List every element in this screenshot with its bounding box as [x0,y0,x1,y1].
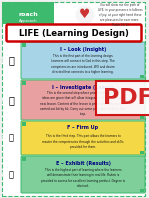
Text: PDF: PDF [103,88,149,108]
Bar [22,81,26,85]
Circle shape [3,91,20,109]
Text: F – Firm Up: F – Firm Up [67,126,98,130]
FancyBboxPatch shape [21,121,145,155]
Text: 🔍: 🔍 [8,95,14,105]
Text: E – Exhibit (Results): E – Exhibit (Results) [56,161,110,166]
Bar [140,115,144,119]
Text: 🚜: 🚜 [8,170,14,179]
Bar [22,43,26,47]
FancyBboxPatch shape [21,42,145,79]
Bar [140,150,144,154]
Bar [140,74,144,78]
Text: You will show me the path of
LIFE; in your presence is fullness
of joy; at your : You will show me the path of LIFE; in yo… [98,3,142,27]
Text: This is the third step. This part allows the learners to
master the competencies: This is the third step. This part allows… [42,134,124,148]
FancyBboxPatch shape [2,2,54,24]
Text: Approach: Approach [19,19,37,23]
FancyBboxPatch shape [21,80,145,120]
Text: 🐛: 🐛 [8,133,14,143]
Text: This is the first part of the learning design.
Learners will connect to God in t: This is the first part of the learning d… [51,54,115,74]
Text: ♥: ♥ [79,9,91,22]
FancyBboxPatch shape [7,25,142,42]
Text: roach: roach [18,12,38,17]
FancyBboxPatch shape [21,156,145,193]
Text: 🔭: 🔭 [8,55,14,66]
Bar [140,188,144,192]
Text: LIFE (Learning Design): LIFE (Learning Design) [19,29,129,37]
Bar [22,122,26,126]
Circle shape [3,166,20,183]
Circle shape [76,6,94,24]
Circle shape [3,129,20,147]
Text: I – Investigate (Learn): I – Investigate (Learn) [52,85,114,89]
Text: I – Look (Insight): I – Look (Insight) [60,47,106,51]
Text: This is the highest part of learning where the learners
will demonstrate their l: This is the highest part of learning whe… [41,168,125,188]
Bar [22,157,26,161]
Circle shape [3,52,20,69]
Text: This is the second step where prior knowledge and
ideas are given that will allo: This is the second step where prior know… [40,91,126,116]
